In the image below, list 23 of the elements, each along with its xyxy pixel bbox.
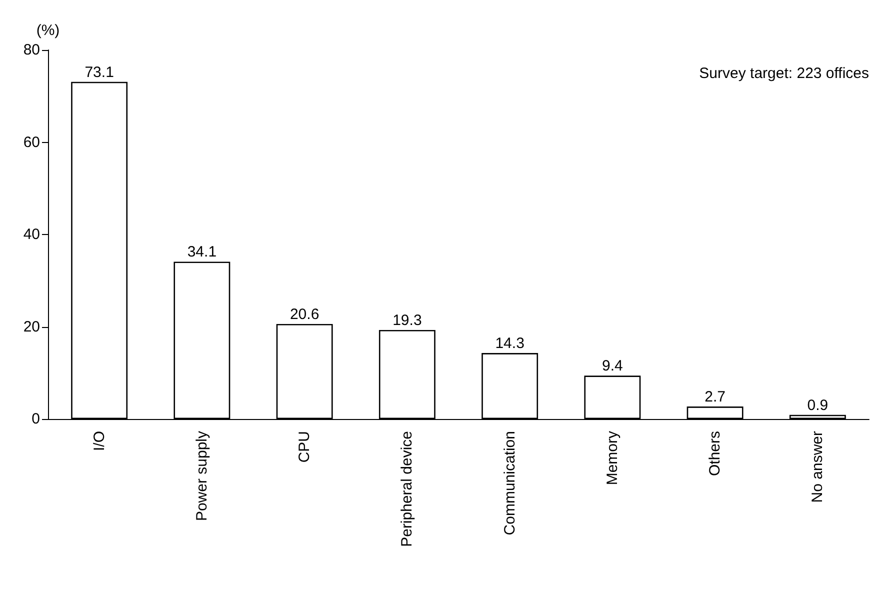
x-tick-label: No answer [809, 431, 826, 503]
x-tick-label: Power supply [193, 430, 210, 522]
data-label: 20.6 [290, 306, 320, 323]
x-tick-label: Communication [501, 431, 518, 536]
y-tick-label: 40 [23, 226, 40, 243]
x-tick-label: I/O [90, 431, 108, 452]
data-label: 2.7 [704, 388, 726, 406]
data-label: 9.4 [602, 358, 623, 375]
y-tick-label: 20 [23, 318, 40, 336]
annotation: Survey target: 223 offices [699, 65, 870, 82]
x-tick-label: Peripheral device [398, 431, 416, 547]
y-tick-label: 80 [23, 42, 40, 58]
x-tick-label: Others [706, 431, 724, 476]
x-tick-label: CPU [296, 431, 314, 463]
y-tick-label: 0 [32, 410, 40, 428]
data-label: 0.9 [807, 396, 828, 414]
data-label: 19.3 [392, 312, 422, 329]
data-label: 73.1 [84, 64, 114, 81]
y-tick-label: 60 [23, 134, 40, 151]
y-axis-title: (%) [36, 22, 60, 39]
x-tick-label: Memory [604, 430, 621, 486]
data-label: 14.3 [495, 335, 524, 352]
data-label: 34.1 [187, 244, 217, 261]
